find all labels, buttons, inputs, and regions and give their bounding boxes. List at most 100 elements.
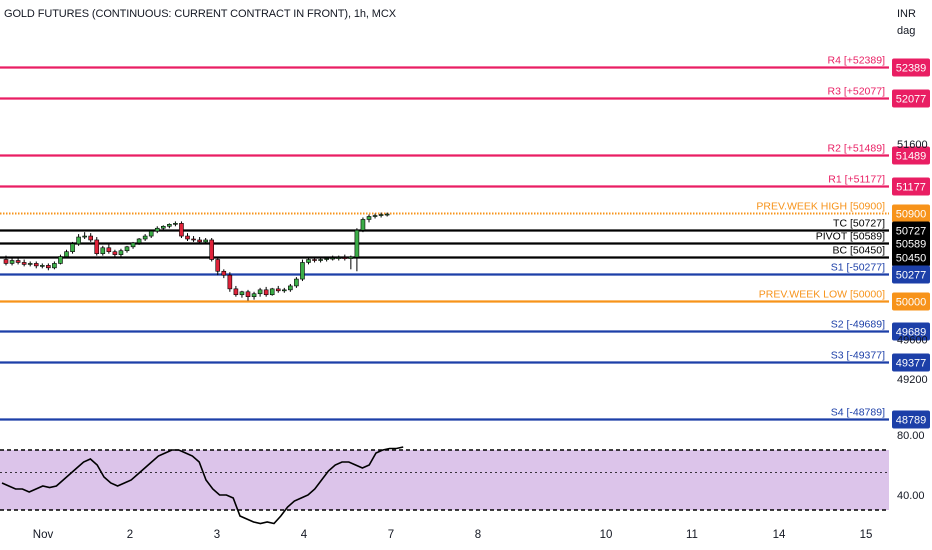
- level-label-r2: R2 [+51489]: [827, 143, 885, 155]
- price-badge-bc: [892, 248, 930, 267]
- time-tick-label: 11: [686, 529, 698, 541]
- candle: [233, 285, 239, 297]
- price-badge-text-s2: 49689: [896, 327, 927, 339]
- candle-body-down: [221, 270, 227, 276]
- candle-body-down: [342, 257, 348, 259]
- level-label-r3: R3 [+52077]: [827, 86, 885, 98]
- price-badge-s1: [892, 265, 930, 284]
- price-badge-text-pwl: 50000: [896, 297, 927, 309]
- candle: [360, 217, 366, 233]
- candle-body-up: [167, 224, 172, 227]
- candle: [294, 277, 299, 288]
- price-badge-text-r3: 52077: [896, 94, 927, 106]
- price-tick-label: 51600: [897, 139, 928, 151]
- level-label-pwh: PREV.WEEK HIGH [50900]: [756, 201, 885, 213]
- price-badge-text-s3: 49377: [896, 358, 927, 370]
- time-tick-label: 8: [475, 529, 481, 541]
- time-axis: Nov 2 3 4 7 8 10 11 14 15: [33, 529, 873, 541]
- candle-body-down: [112, 251, 118, 255]
- candle: [221, 269, 227, 279]
- candle-body-up: [372, 215, 378, 217]
- candlestick-series: [3, 212, 390, 301]
- candle-body-down: [185, 235, 190, 240]
- price-badge-r1: [892, 177, 930, 196]
- price-badge-r4: [892, 58, 930, 77]
- candle: [281, 287, 287, 293]
- candle-body-down: [21, 262, 27, 265]
- candle: [167, 223, 172, 229]
- candle: [112, 249, 118, 257]
- candle: [366, 214, 372, 223]
- time-tick-label: 4: [301, 529, 308, 541]
- candle: [288, 283, 293, 292]
- currency-label: INR dag: [897, 6, 916, 40]
- level-label-pivot: PIVOT [50589]: [816, 231, 885, 243]
- level-label-tc: TC [50727]: [833, 218, 885, 230]
- candle-body-up: [130, 242, 136, 248]
- candle: [191, 236, 196, 242]
- time-tick-label: 14: [773, 529, 786, 541]
- rsi-line: [1, 446, 404, 525]
- time-tick-label: 3: [214, 529, 220, 541]
- level-label-s4: S4 [-48789]: [831, 407, 885, 419]
- price-badge-r3: [892, 89, 930, 108]
- level-label-s2: S2 [-49689]: [831, 319, 885, 331]
- candle: [136, 238, 142, 245]
- candle-body-up: [39, 265, 45, 267]
- candle: [354, 228, 360, 272]
- candle: [100, 245, 106, 256]
- candle: [3, 255, 9, 266]
- price-badge-pwh: [892, 204, 930, 223]
- candle: [342, 254, 348, 261]
- time-tick-label: 10: [600, 529, 613, 541]
- candle: [70, 241, 75, 254]
- candle-body-down: [227, 274, 233, 290]
- candle: [197, 237, 202, 244]
- candle-body-down: [3, 259, 9, 264]
- pivot-levels: R4 [+52389] R3 [+52077] R2 [+51489] R1 [+51…: [0, 55, 889, 421]
- candle-body-down: [179, 223, 184, 237]
- candle-body-down: [106, 247, 112, 253]
- candle-body-up: [82, 235, 87, 238]
- price-badge-r2: [892, 146, 930, 165]
- level-label-r1: R1 [+51177]: [828, 174, 885, 186]
- candle: [161, 225, 166, 231]
- currency-code: INR: [897, 8, 916, 20]
- rsi-tick-label: 80.00: [897, 430, 925, 442]
- candle: [324, 256, 329, 262]
- candle-body-down: [215, 259, 221, 272]
- candle-body-up: [118, 250, 124, 255]
- chart-title: GOLD FUTURES (CONTINUOUS: CURRENT CONTRA…: [4, 8, 396, 20]
- candle: [269, 287, 275, 296]
- candle: [106, 243, 112, 254]
- candle: [58, 254, 63, 265]
- candle: [154, 226, 160, 234]
- candle: [384, 212, 390, 217]
- time-tick-label: 7: [388, 529, 394, 541]
- level-label-pwl: PREV.WEEK LOW [50000]: [759, 289, 885, 301]
- candle-body-up: [348, 256, 354, 259]
- price-badge-text-s1: 50277: [896, 270, 927, 282]
- price-badge-s2: [892, 322, 930, 341]
- candle: [9, 257, 15, 266]
- time-tick-label: Nov: [33, 529, 54, 541]
- candle-body-up: [142, 235, 148, 240]
- candle-body-up: [203, 239, 208, 243]
- price-tick-label: 49200: [897, 374, 928, 386]
- candle-body-up: [100, 247, 106, 254]
- price-axis: 5238952077514895117750900507275058950450…: [892, 58, 930, 502]
- candle: [33, 261, 39, 269]
- level-label-s1: S1 [-50277]: [831, 262, 885, 274]
- candle: [94, 237, 100, 256]
- candle-body-up: [27, 263, 33, 265]
- rsi-pane: [0, 446, 889, 525]
- price-badge-text-r1: 51177: [896, 182, 926, 194]
- candle: [239, 290, 245, 298]
- candle-body-up: [148, 230, 154, 237]
- candle-body-up: [70, 243, 75, 253]
- candle-body-up: [173, 223, 178, 225]
- candle: [215, 257, 221, 276]
- candle-body-up: [360, 219, 366, 231]
- candle: [82, 232, 87, 239]
